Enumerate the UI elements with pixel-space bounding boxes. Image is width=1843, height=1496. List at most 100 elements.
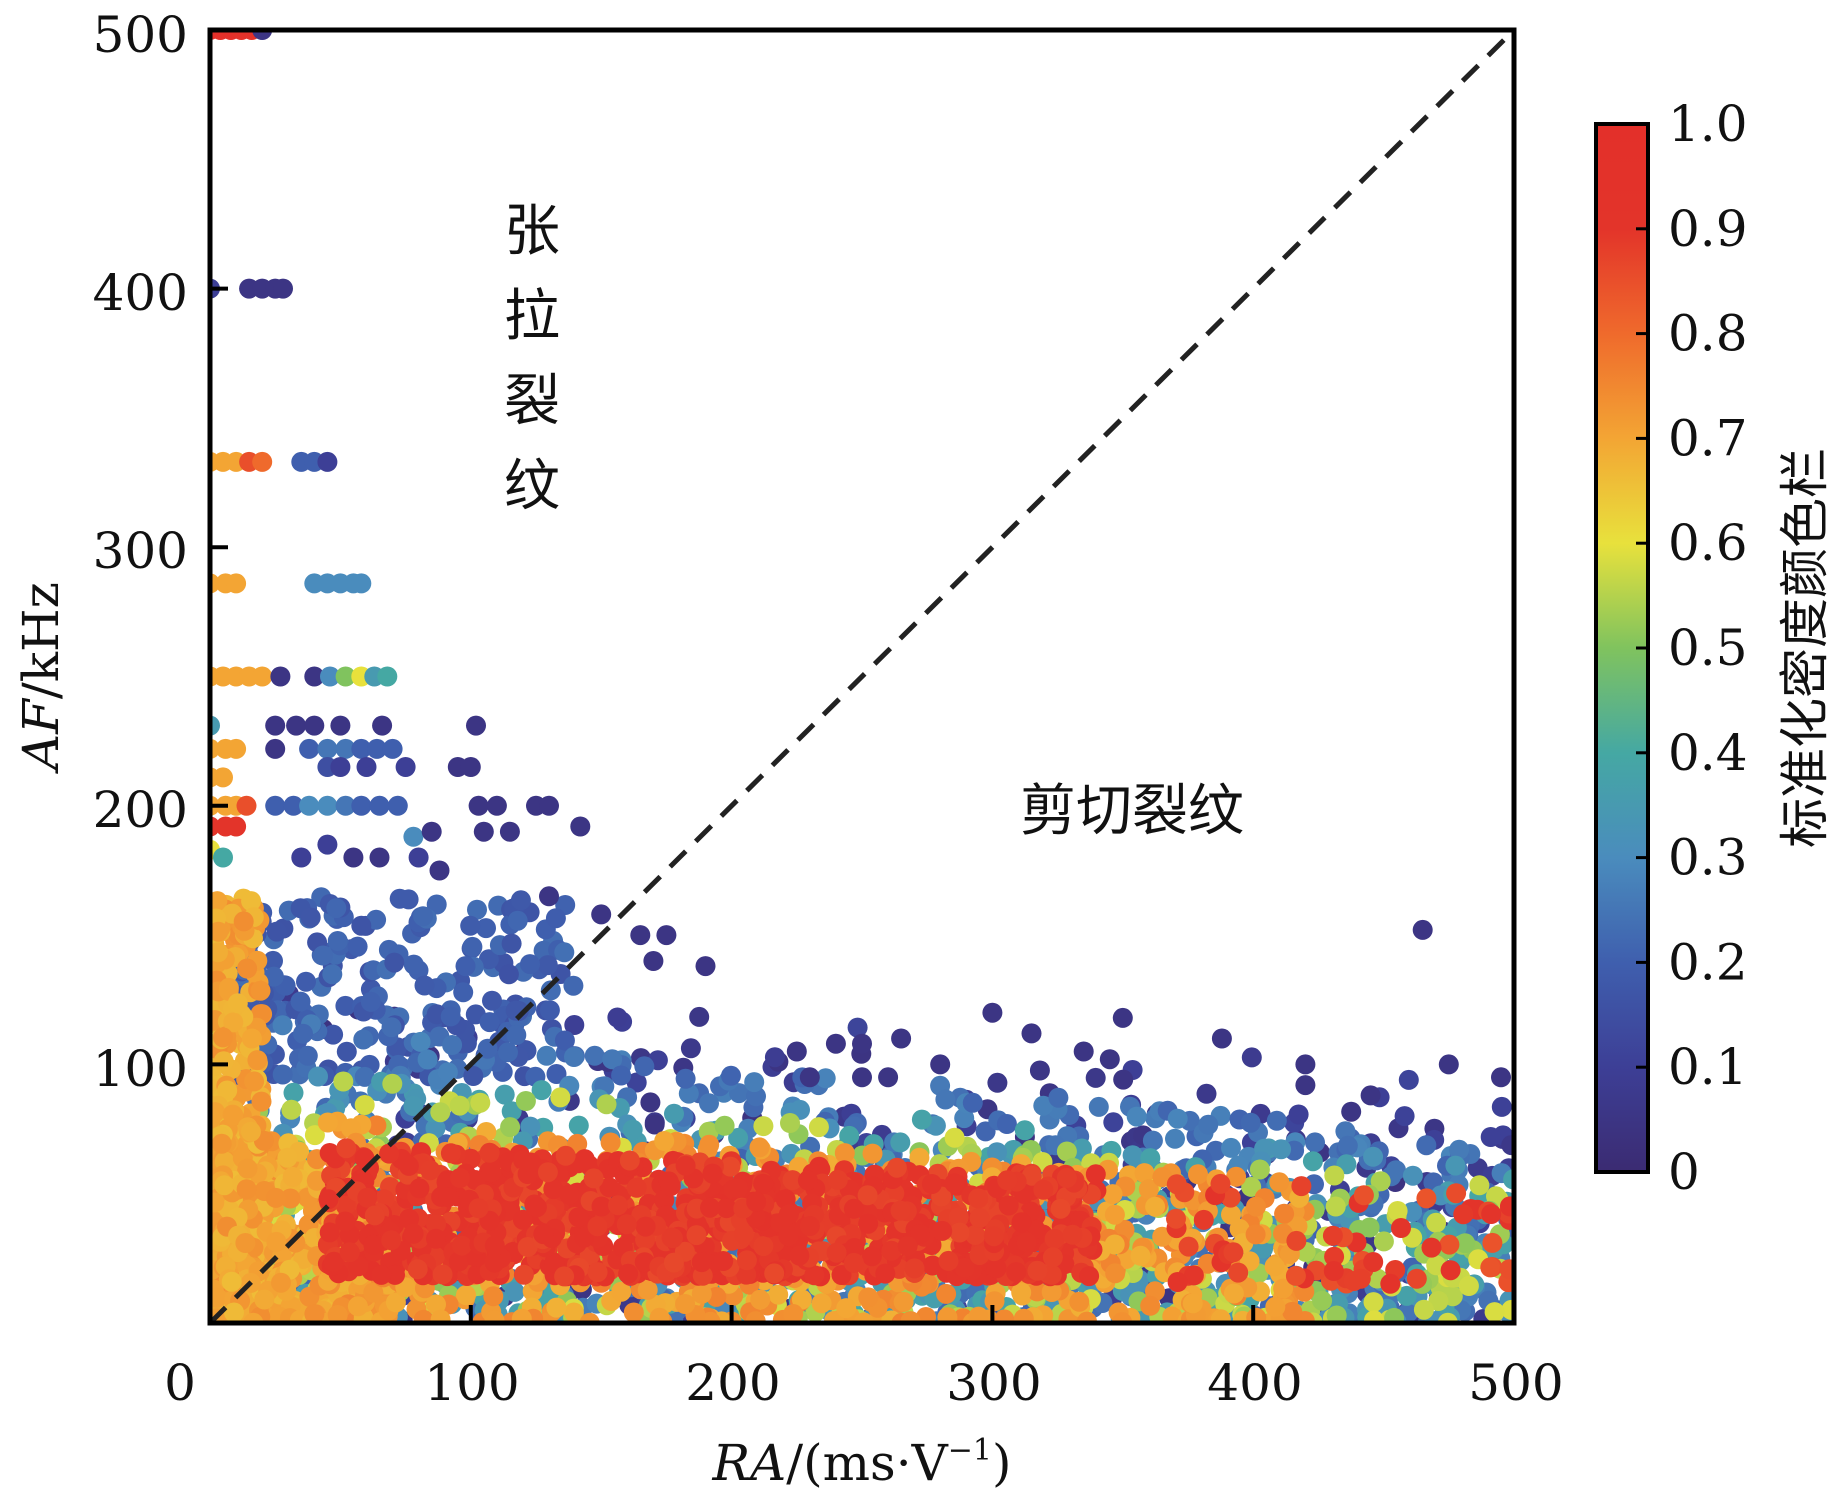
scatter-point — [265, 715, 286, 736]
scatter-point — [1396, 1285, 1417, 1306]
scatter-point — [285, 1232, 306, 1253]
scatter-point — [317, 451, 338, 472]
scatter-point — [1482, 1232, 1503, 1253]
scatter-point — [965, 1225, 986, 1245]
scatter-point — [1122, 1145, 1143, 1166]
scatter-point — [890, 1132, 911, 1153]
scatter-point — [351, 738, 372, 759]
scatter-point — [291, 847, 312, 868]
colorbar-tick-label: 0.7 — [1668, 409, 1748, 467]
scatter-point — [1165, 1128, 1185, 1149]
scatter-point — [847, 1017, 868, 1038]
annotation-char: 纹 — [504, 454, 560, 519]
scatter-point — [1027, 1260, 1048, 1281]
scatter-point — [1016, 1232, 1037, 1253]
scatter-point — [618, 1263, 639, 1284]
scatter-point — [251, 1091, 272, 1112]
scatter-point — [1220, 1187, 1241, 1208]
scatter-point — [570, 816, 591, 837]
scatter-point — [479, 1012, 500, 1033]
scatter-point — [453, 982, 474, 1003]
scatter-point — [1105, 1263, 1126, 1284]
scatter-point — [1428, 1291, 1449, 1311]
scatter-point — [252, 451, 273, 472]
scatter-point — [1246, 1196, 1266, 1217]
scatter-point — [1193, 1209, 1214, 1230]
scatter-point — [997, 1170, 1018, 1191]
scatter-point — [407, 1259, 428, 1280]
scatter-point — [783, 1304, 804, 1323]
scatter-point — [1013, 1308, 1034, 1323]
scatter-point — [948, 1207, 969, 1228]
scatter-point — [1271, 1139, 1292, 1160]
scatter-point — [1295, 1054, 1316, 1075]
scatter-point — [904, 1258, 925, 1279]
scatter-point — [372, 715, 393, 736]
scatter-point — [662, 1228, 683, 1249]
scatter-point — [664, 1103, 684, 1124]
scatter-point — [1245, 1224, 1266, 1245]
diagonal-dashed-line — [208, 28, 1516, 1325]
scatter-point — [317, 1112, 338, 1133]
scatter-point — [1337, 1135, 1358, 1156]
scatter-point — [363, 1234, 384, 1255]
scatter-point — [304, 666, 325, 687]
scatter-point — [420, 1160, 441, 1181]
scatter-point — [1228, 1262, 1249, 1283]
scatter-point — [381, 1017, 402, 1038]
scatter-point — [218, 977, 239, 998]
axis-ticks — [210, 286, 1256, 1323]
scatter-point — [1370, 1171, 1391, 1192]
scatter-point — [521, 1152, 541, 1173]
scatter-points — [210, 30, 1514, 1323]
scatter-point — [1069, 1291, 1090, 1312]
scatter-point — [911, 1109, 932, 1130]
scatter-point — [233, 911, 254, 932]
scatter-point — [357, 1187, 378, 1208]
scatter-point — [351, 573, 372, 594]
scatter-point — [237, 958, 258, 979]
scatter-point — [351, 915, 372, 936]
scatter-point — [308, 1066, 328, 1087]
scatter-point — [1241, 1176, 1262, 1197]
scatter-point — [244, 1071, 265, 1092]
scatter-point — [736, 1250, 757, 1271]
scatter-point — [1286, 1230, 1307, 1251]
scatter-point — [379, 1143, 400, 1164]
scatter-point — [1324, 1165, 1345, 1186]
scatter-point — [654, 1131, 675, 1151]
scatter-point — [968, 1188, 989, 1209]
scatter-point — [554, 1030, 575, 1051]
scatter-point — [1343, 1271, 1364, 1291]
scatter-point — [409, 1178, 430, 1199]
scatter-point — [335, 795, 356, 816]
scatter-point — [782, 1170, 803, 1191]
scatter-point — [691, 1283, 712, 1304]
scatter-point — [836, 1298, 857, 1319]
scatter-point — [1412, 919, 1433, 940]
scatter-point — [1140, 1295, 1161, 1316]
scatter-point — [753, 1236, 774, 1257]
scatter-point — [1166, 1174, 1187, 1195]
scatter-point — [1033, 1095, 1054, 1116]
scatter-point — [300, 907, 321, 928]
scatter-point — [403, 1223, 424, 1244]
scatter-point — [414, 975, 435, 996]
scatter-point — [1413, 1299, 1434, 1320]
scatter-point — [266, 1231, 287, 1252]
tensile-crack-annotation: 张 拉 裂 纹 — [504, 199, 560, 519]
scatter-point — [319, 1222, 340, 1243]
scatter-point — [1446, 1183, 1467, 1204]
scatter-point — [982, 1002, 1003, 1023]
scatter-point — [413, 906, 433, 927]
scatter-point — [611, 1281, 632, 1302]
scatter-point — [1029, 1060, 1050, 1081]
scatter-point — [317, 795, 338, 816]
scatter-point — [1223, 1242, 1244, 1263]
scatter-point — [1112, 1007, 1133, 1028]
scatter-point — [546, 1297, 567, 1318]
scatter-point — [680, 1038, 701, 1059]
scatter-point — [438, 1187, 459, 1208]
scatter-point — [1062, 1224, 1083, 1245]
scatter-point — [437, 1062, 458, 1083]
